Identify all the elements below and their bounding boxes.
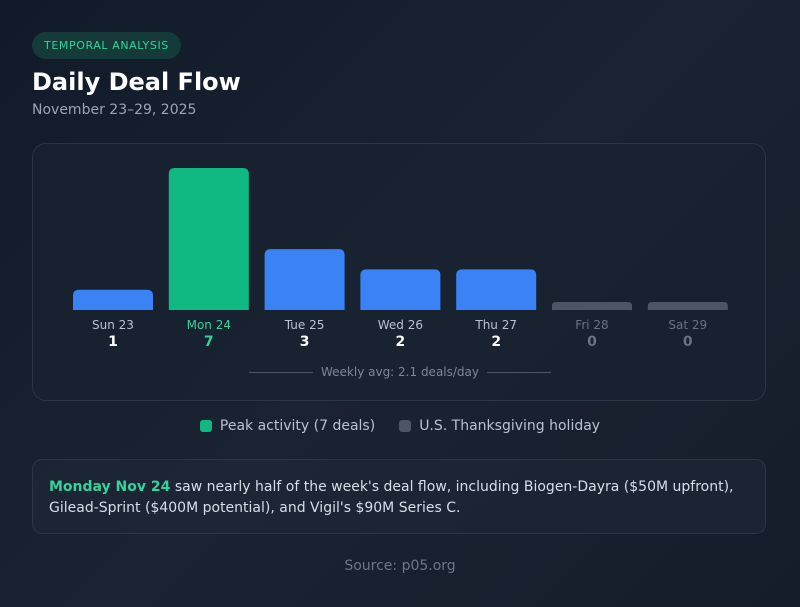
bar-group-0: Sun 23 1 xyxy=(73,289,153,350)
source-citation: Source: p05.org xyxy=(344,558,456,574)
bar-thu-27 xyxy=(456,269,537,310)
insight-note: Monday Nov 24 saw nearly half of the wee… xyxy=(32,459,766,534)
bar-group-2: Tue 25 3 xyxy=(264,249,345,350)
legend-label-peak: Peak activity (7 deals) xyxy=(219,418,376,434)
category-label: Sat 29 xyxy=(668,318,707,332)
bar-group-3: Wed 26 2 xyxy=(360,269,441,350)
bar-group-5: Fri 28 0 xyxy=(552,302,632,350)
page-subtitle: November 23–29, 2025 xyxy=(32,102,197,118)
bar-group-6: Sat 29 0 xyxy=(647,302,728,350)
bar-group-4: Thu 27 2 xyxy=(456,269,537,350)
bar-sun-23 xyxy=(73,289,153,310)
chart-card: Sun 23 1 Mon 24 7 Tue 25 3 Wed 26 2 Thu 27 2 Fri 2… xyxy=(32,143,766,401)
insight-highlight: Monday Nov 24 xyxy=(49,479,171,495)
bar-mon-24 xyxy=(168,168,249,310)
legend-item-peak: Peak activity (7 deals) xyxy=(199,418,376,434)
value-label: 3 xyxy=(300,334,310,350)
legend: Peak activity (7 deals) U.S. Thanksgivin… xyxy=(0,418,800,434)
category-label: Fri 28 xyxy=(575,318,608,332)
value-label: 7 xyxy=(204,334,214,350)
category-label: Tue 25 xyxy=(284,318,325,332)
value-label: 1 xyxy=(108,334,118,350)
section-badge: TEMPORAL ANALYSIS xyxy=(32,32,181,59)
bar-chart: Sun 23 1 Mon 24 7 Tue 25 3 Wed 26 2 Thu 27 2 Fri 2… xyxy=(73,168,728,350)
insight-text: saw nearly half of the week's deal flow,… xyxy=(49,479,734,516)
page-title: Daily Deal Flow xyxy=(32,68,241,96)
value-label: 0 xyxy=(683,334,693,350)
avg-line-left xyxy=(248,371,313,373)
category-label: Thu 27 xyxy=(474,318,517,332)
avg-line-right xyxy=(487,371,551,373)
value-label: 2 xyxy=(396,334,406,350)
weekly-average: Weekly avg: 2.1 deals/day xyxy=(33,362,767,382)
bar-tue-25 xyxy=(264,249,345,310)
category-label: Sun 23 xyxy=(92,318,134,332)
bar-wed-26 xyxy=(360,269,441,310)
bar-group-1: Mon 24 7 xyxy=(168,168,249,350)
category-label: Mon 24 xyxy=(187,318,231,332)
bar-fri-28 xyxy=(552,302,632,310)
weekly-average-label: Weekly avg: 2.1 deals/day xyxy=(320,365,479,379)
bar-sat-29 xyxy=(647,302,728,310)
legend-label-holiday: U.S. Thanksgiving holiday xyxy=(419,418,601,434)
value-label: 2 xyxy=(491,334,501,350)
value-label: 0 xyxy=(587,334,597,350)
legend-swatch-holiday xyxy=(399,420,412,432)
legend-item-holiday: U.S. Thanksgiving holiday xyxy=(399,418,600,434)
legend-swatch-peak xyxy=(199,420,212,432)
category-label: Wed 26 xyxy=(378,318,423,332)
